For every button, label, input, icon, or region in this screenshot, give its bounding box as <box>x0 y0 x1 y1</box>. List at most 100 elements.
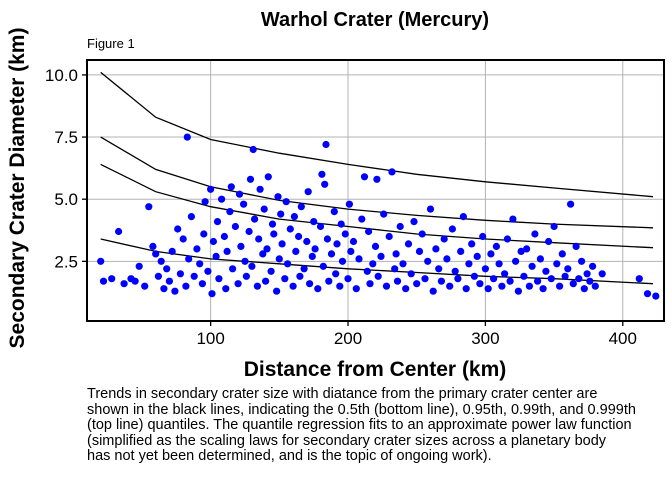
data-point-150 <box>451 267 459 275</box>
data-point-3 <box>115 227 123 236</box>
data-point-39 <box>218 195 226 203</box>
data-point-11 <box>152 250 160 258</box>
data-point-47 <box>234 280 242 288</box>
data-point-179 <box>531 230 539 238</box>
data-point-158 <box>473 252 481 260</box>
data-point-152 <box>457 247 465 255</box>
data-point-174 <box>517 247 525 255</box>
data-point-43 <box>226 208 234 216</box>
data-point-120 <box>373 175 381 183</box>
data-point-108 <box>345 200 353 208</box>
data-point-30 <box>200 230 208 238</box>
chart-subtitle: Figure 1 <box>87 36 135 51</box>
data-point-16 <box>165 277 173 285</box>
data-point-15 <box>163 265 171 273</box>
data-point-64 <box>263 245 271 253</box>
quantile-line-3 <box>100 71 654 198</box>
data-point-177 <box>525 282 534 290</box>
data-point-59 <box>255 235 263 243</box>
data-point-98 <box>325 277 333 285</box>
data-point-125 <box>385 232 393 241</box>
data-point-1 <box>99 277 108 285</box>
data-point-185 <box>547 275 555 283</box>
data-point-190 <box>561 272 569 280</box>
data-point-46 <box>231 222 239 231</box>
data-point-68 <box>270 230 278 238</box>
data-point-32 <box>204 267 212 275</box>
data-point-123 <box>380 210 388 218</box>
data-point-107 <box>344 275 352 283</box>
y-axis-ticks: 2.5 5.0 7.5 10.0 <box>45 66 87 271</box>
data-point-80 <box>292 247 300 255</box>
data-point-203 <box>635 275 643 283</box>
data-point-95 <box>321 180 329 188</box>
data-point-156 <box>468 240 476 248</box>
data-point-71 <box>275 255 283 263</box>
y-tick-label-0: 2.5 <box>54 252 78 271</box>
data-point-178 <box>528 262 536 270</box>
x-tick-label-3: 400 <box>609 329 637 348</box>
data-point-131 <box>399 260 407 268</box>
data-point-142 <box>429 287 437 295</box>
data-point-83 <box>297 203 305 211</box>
data-point-136 <box>413 280 421 288</box>
data-point-153 <box>459 213 467 221</box>
data-point-205 <box>652 292 660 300</box>
data-point-141 <box>426 205 435 213</box>
data-point-81 <box>295 232 303 241</box>
data-points <box>97 133 660 300</box>
data-point-124 <box>382 282 391 290</box>
data-point-26 <box>190 272 198 280</box>
data-point-118 <box>369 260 377 268</box>
data-point-135 <box>410 218 418 226</box>
data-point-2 <box>108 275 116 283</box>
data-point-67 <box>268 220 277 228</box>
data-point-45 <box>229 265 237 273</box>
data-point-188 <box>556 282 564 290</box>
data-point-85 <box>303 237 311 246</box>
data-point-55 <box>248 262 256 270</box>
data-point-97 <box>323 235 331 243</box>
data-point-18 <box>171 287 179 295</box>
data-point-194 <box>572 242 580 250</box>
data-point-121 <box>374 272 382 280</box>
data-point-160 <box>479 232 487 241</box>
data-point-134 <box>407 270 415 278</box>
data-point-163 <box>487 250 495 258</box>
data-point-38 <box>215 275 223 283</box>
data-point-187 <box>553 260 561 268</box>
data-point-66 <box>267 267 275 275</box>
data-point-111 <box>352 285 360 293</box>
data-point-200 <box>589 262 597 270</box>
data-point-184 <box>545 237 553 246</box>
y-axis-label: Secondary Crater Diameter (km) <box>6 28 29 349</box>
data-point-126 <box>388 168 396 176</box>
data-point-105 <box>338 257 347 265</box>
x-tick-label-1: 200 <box>334 329 362 348</box>
data-point-168 <box>501 270 509 278</box>
data-point-9 <box>145 203 153 211</box>
y-tick-label-3: 10.0 <box>45 66 78 85</box>
data-point-88 <box>308 252 316 260</box>
data-point-159 <box>476 280 484 288</box>
data-point-94 <box>319 262 327 270</box>
data-point-52 <box>242 272 250 280</box>
quantile-line-1 <box>100 163 654 249</box>
data-point-119 <box>371 242 380 250</box>
data-point-169 <box>503 235 511 243</box>
data-point-7 <box>135 262 143 270</box>
data-point-176 <box>523 245 531 253</box>
data-point-35 <box>209 237 217 246</box>
data-point-33 <box>207 185 215 193</box>
data-point-115 <box>363 267 371 275</box>
data-point-130 <box>396 222 404 231</box>
data-point-181 <box>536 255 545 263</box>
y-tick-label-1: 5.0 <box>54 190 78 209</box>
data-point-144 <box>435 265 443 273</box>
data-point-109 <box>347 247 355 255</box>
x-tick-label-2: 300 <box>471 329 499 348</box>
data-point-20 <box>176 270 184 278</box>
data-point-146 <box>440 235 448 243</box>
quantile-line-2 <box>100 136 654 229</box>
